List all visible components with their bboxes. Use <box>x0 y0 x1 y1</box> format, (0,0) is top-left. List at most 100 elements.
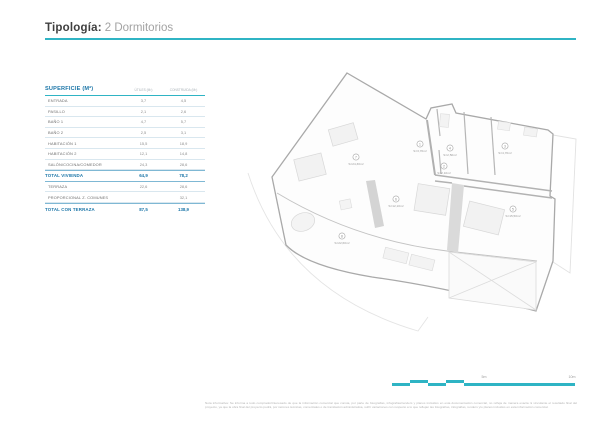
room-number-circle <box>338 232 346 240</box>
row-construida: 28,6 <box>179 161 188 167</box>
row-construida: 32,1 <box>179 194 188 200</box>
room-label-habitacion-2: 6 S=12,10m² <box>388 195 404 208</box>
room-number-circle <box>440 162 448 170</box>
floor-plan: 1 S=3,70m² 2 S=2,10m² 3 S=4,70m² 4 S=2,5… <box>247 72 577 332</box>
scale-segment <box>428 383 446 386</box>
wall-block-salon <box>366 180 384 228</box>
column-header-construida: CONSTRUIDA (M²) <box>169 88 198 92</box>
terrace-table <box>290 212 316 232</box>
table-row-total-terraza: TOTAL CON TERRAZA 87,5 138,9 <box>45 202 205 215</box>
row-utiles: 3,7 <box>140 98 147 104</box>
void-x-bracing <box>448 251 537 311</box>
room-number-circle <box>392 195 400 203</box>
table-row: HABITACIÓN 2 12,1 14,8 <box>45 149 205 160</box>
row-construida: 5,7 <box>180 119 187 125</box>
room-number: 8 <box>341 234 343 238</box>
room-label-habitacion-1: 5 S=15,50m² <box>505 205 521 218</box>
room-label-bano-2: 4 S=2,50m² <box>443 144 457 157</box>
row-construida: 28,6 <box>179 184 188 190</box>
room-area: S=22,60m² <box>334 241 349 245</box>
row-utiles: 2,5 <box>140 130 147 136</box>
room-area: S=12,10m² <box>388 204 403 208</box>
page-title-label: Tipología: <box>45 22 102 34</box>
wall-bedroom-top <box>434 180 553 199</box>
row-label: TOTAL VIVIENDA <box>45 173 84 179</box>
room-number: 1 <box>419 142 421 146</box>
wall-corridor-bottom <box>434 174 553 192</box>
row-label: TERRAZA <box>48 184 68 190</box>
room-number: 6 <box>395 197 397 201</box>
kitchen-island <box>293 152 327 182</box>
room-number-circle <box>352 153 360 161</box>
table-row: HABITACIÓN 1 15,5 18,9 <box>45 138 205 149</box>
row-utiles: 2,1 <box>140 108 147 114</box>
row-utiles: 64,9 <box>139 173 148 179</box>
table-row: BAÑO 2 2,5 3,1 <box>45 128 205 139</box>
table-row: TERRAZA 22,6 28,6 <box>45 182 205 193</box>
terrace-boundary <box>276 192 538 262</box>
wall-block-bedrooms <box>447 183 464 253</box>
bano1-fixture-2 <box>523 126 538 138</box>
page-header: Tipología: 2 Dormitorios <box>45 18 576 40</box>
row-label: PASILLO <box>48 108 65 114</box>
row-utiles: 24,3 <box>139 161 148 167</box>
scale-label-10m: 10m <box>569 375 576 379</box>
row-label: TOTAL CON TERRAZA <box>45 206 95 212</box>
row-utiles: 4,7 <box>140 119 147 125</box>
wall-bano-divider-2 <box>490 116 496 176</box>
room-number-circle <box>509 205 517 213</box>
scale-segment <box>410 380 428 383</box>
wall-bano-divider-1 <box>463 111 469 175</box>
row-label: ENTRADA <box>48 98 68 104</box>
scale-bar: 5m 10m <box>392 375 576 386</box>
title-underline <box>45 38 576 40</box>
room-area: S=15,50m² <box>505 214 520 218</box>
context-neighbor-outline <box>552 134 577 274</box>
room-area: S=4,70m² <box>498 151 512 155</box>
table-header: SUPERFICIE (M²) ÚTILES (M²) CONSTRUIDA (… <box>45 86 205 96</box>
room-number: 7 <box>355 155 357 159</box>
scale-segment-long <box>482 383 575 386</box>
room-area: S=2,50m² <box>443 153 457 157</box>
scale-segment <box>392 383 410 386</box>
column-header-utiles: ÚTILES (M²) <box>134 88 153 92</box>
scale-segment <box>464 383 482 386</box>
surface-table: SUPERFICIE (M²) ÚTILES (M²) CONSTRUIDA (… <box>45 86 205 215</box>
room-label-salon: 7 S=24,30m² <box>348 153 364 166</box>
bed-habitacion-2 <box>413 183 451 216</box>
legal-disclaimer: Nota informativa: Se informa a todo comp… <box>205 401 577 410</box>
room-area: S=3,70m² <box>413 149 427 153</box>
row-label: HABITACIÓN 1 <box>48 140 77 146</box>
room-number-circle <box>501 142 509 150</box>
terrace-lounger-2 <box>408 253 436 272</box>
room-number: 2 <box>443 164 445 168</box>
table-row-total-vivienda: TOTAL VIVIENDA 64,9 78,2 <box>45 170 205 182</box>
context-facade-arc <box>247 172 429 332</box>
room-area: S=2,10m² <box>437 171 451 175</box>
row-utiles: 22,6 <box>139 184 148 190</box>
table-title: SUPERFICIE (M²) <box>45 86 94 92</box>
row-utiles: 12,1 <box>139 151 148 157</box>
table-row: PASILLO 2,1 2,6 <box>45 107 205 118</box>
wall-salon-corridor <box>426 119 436 176</box>
row-label: BAÑO 2 <box>48 130 64 136</box>
terrace-lounger-1 <box>382 246 410 265</box>
row-construida: 3,1 <box>180 130 187 136</box>
row-construida: 18,9 <box>179 140 188 146</box>
room-number: 3 <box>504 144 506 148</box>
table-row: SALÓN/COCINA/COMEDOR 24,3 28,6 <box>45 160 205 171</box>
row-construida: 2,6 <box>180 108 187 114</box>
room-label-terraza: 8 S=22,60m² <box>334 232 350 245</box>
scale-segment <box>446 380 464 383</box>
room-area: S=24,30m² <box>348 162 363 166</box>
bano2-fixture <box>439 113 450 128</box>
wall-bano2-left <box>436 108 442 175</box>
table-row: ENTRADA 3,7 4,5 <box>45 96 205 107</box>
row-label: SALÓN/COCINA/COMEDOR <box>48 161 102 167</box>
room-label-pasillo: 2 S=2,10m² <box>437 162 451 175</box>
dining-table <box>327 122 359 147</box>
row-utiles: 87,5 <box>139 206 148 212</box>
room-label-entrada: 1 S=3,70m² <box>413 140 427 153</box>
row-label: BAÑO 1 <box>48 119 64 125</box>
room-label-bano-1: 3 S=4,70m² <box>498 142 512 155</box>
